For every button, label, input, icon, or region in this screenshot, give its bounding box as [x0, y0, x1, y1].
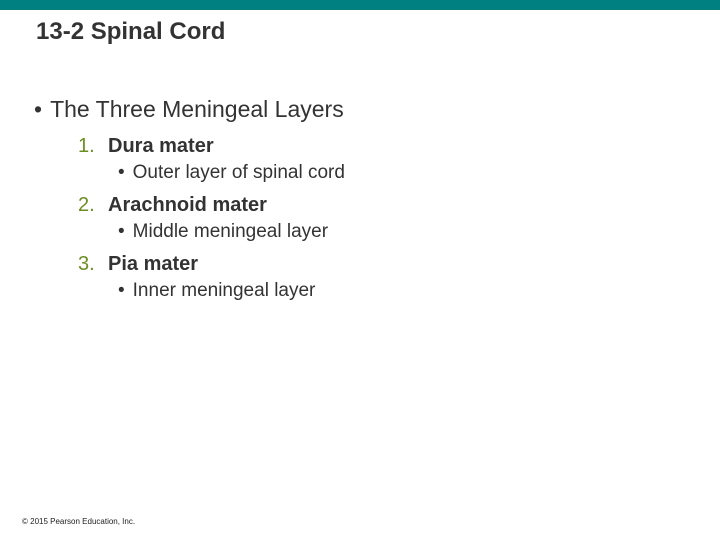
item-label: Arachnoid mater	[108, 194, 267, 217]
sub-bullet-text: Inner meningeal layer	[133, 280, 316, 302]
slide-title: 13-2 Spinal Cord	[0, 10, 720, 46]
sub-bullet: • Outer layer of spinal cord	[34, 162, 720, 184]
bullet-dot-icon: •	[34, 96, 42, 123]
item-number: 2.	[78, 194, 108, 217]
numbered-item: 1. Dura mater	[34, 135, 720, 158]
main-bullet: • The Three Meningeal Layers	[34, 96, 720, 123]
copyright-text: © 2015 Pearson Education, Inc.	[22, 517, 135, 526]
sub-bullet-text: Outer layer of spinal cord	[133, 162, 345, 184]
sub-bullet: • Middle meningeal layer	[34, 221, 720, 243]
sub-bullet: • Inner meningeal layer	[34, 280, 720, 302]
bullet-dot-icon: •	[118, 280, 125, 302]
main-bullet-text: The Three Meningeal Layers	[50, 96, 344, 123]
bullet-dot-icon: •	[118, 221, 125, 243]
item-number: 1.	[78, 135, 108, 158]
sub-bullet-text: Middle meningeal layer	[133, 221, 328, 243]
item-label: Pia mater	[108, 253, 198, 276]
bullet-dot-icon: •	[118, 162, 125, 184]
numbered-item: 2. Arachnoid mater	[34, 194, 720, 217]
numbered-item: 3. Pia mater	[34, 253, 720, 276]
item-label: Dura mater	[108, 135, 214, 158]
top-accent-band	[0, 0, 720, 10]
slide-content: • The Three Meningeal Layers 1. Dura mat…	[0, 46, 720, 302]
item-number: 3.	[78, 253, 108, 276]
